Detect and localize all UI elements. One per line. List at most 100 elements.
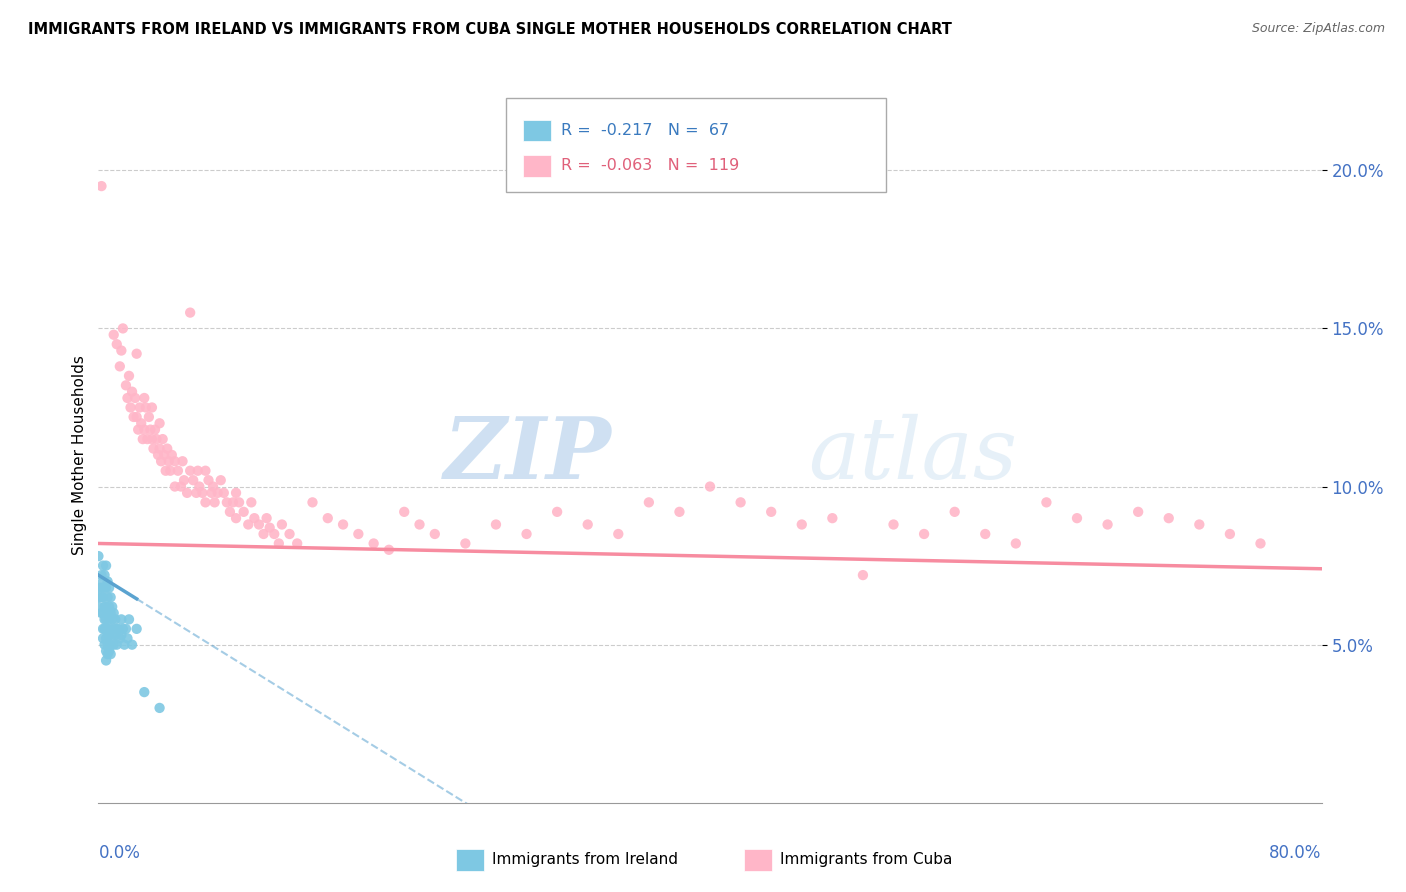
Point [160, 448, 183, 462]
Point [332, 517, 354, 532]
Point [132, 432, 155, 446]
Point [143, 423, 166, 437]
Point [115, 622, 138, 636]
Point [197, 473, 219, 487]
Point [117, 391, 139, 405]
Point [1035, 495, 1057, 509]
Point [1249, 536, 1271, 550]
Point [98, 628, 121, 642]
Point [1157, 511, 1180, 525]
Point [108, 359, 131, 374]
Point [176, 486, 198, 500]
Point [186, 486, 208, 500]
Point [93, 581, 115, 595]
Point [93, 599, 115, 614]
Point [94, 622, 117, 636]
Point [100, 591, 122, 605]
Point [883, 517, 905, 532]
Point [87, 591, 110, 605]
Point [117, 632, 139, 646]
Point [125, 622, 148, 636]
Y-axis label: Single Mother Households: Single Mother Households [72, 355, 87, 555]
Point [215, 495, 238, 509]
Point [91, 632, 114, 646]
Point [97, 638, 120, 652]
Point [316, 511, 339, 525]
Point [363, 536, 385, 550]
Point [152, 432, 174, 446]
Point [173, 473, 195, 487]
Point [194, 495, 217, 509]
Text: atlas: atlas [808, 414, 1017, 496]
Point [278, 527, 301, 541]
Point [212, 486, 235, 500]
Point [105, 622, 128, 636]
Point [207, 486, 229, 500]
Point [181, 473, 204, 487]
Text: ZIP: ZIP [444, 413, 612, 497]
Point [90, 179, 112, 194]
Point [115, 378, 138, 392]
Point [121, 384, 143, 399]
Point [145, 432, 167, 446]
Point [87, 549, 110, 563]
Point [97, 622, 120, 636]
Point [111, 622, 134, 636]
Point [150, 454, 173, 468]
Text: IMMIGRANTS FROM IRELAND VS IMMIGRANTS FROM CUBA SINGLE MOTHER HOUSEHOLDS CORRELA: IMMIGRANTS FROM IRELAND VS IMMIGRANTS FR… [28, 22, 952, 37]
Point [138, 409, 160, 424]
Text: Immigrants from Ireland: Immigrants from Ireland [492, 853, 678, 867]
Point [94, 644, 117, 658]
Point [111, 321, 134, 335]
Point [118, 368, 141, 383]
Point [104, 612, 127, 626]
Point [118, 612, 141, 626]
Point [238, 517, 260, 532]
Point [668, 505, 690, 519]
Point [163, 479, 186, 493]
Point [167, 464, 190, 478]
Point [202, 479, 225, 493]
Point [204, 495, 226, 509]
Point [103, 606, 125, 620]
Point [222, 495, 245, 509]
Point [100, 638, 122, 652]
Point [87, 581, 110, 595]
Point [93, 638, 115, 652]
Point [139, 423, 162, 437]
Point [188, 479, 211, 493]
Point [128, 401, 150, 415]
Text: 0.0%: 0.0% [98, 844, 141, 862]
Point [247, 517, 270, 532]
Point [170, 479, 193, 493]
Point [97, 574, 120, 589]
Point [93, 568, 115, 582]
Point [87, 599, 110, 614]
Point [179, 464, 201, 478]
Point [159, 464, 181, 478]
Point [232, 505, 254, 519]
Point [127, 423, 149, 437]
Point [122, 409, 145, 424]
Point [103, 638, 125, 652]
Point [301, 495, 323, 509]
Point [134, 391, 156, 405]
Point [142, 442, 165, 456]
Point [149, 417, 172, 431]
Point [637, 495, 661, 509]
Point [454, 536, 477, 550]
Point [101, 599, 124, 614]
Point [576, 517, 599, 532]
Point [93, 612, 115, 626]
Point [90, 591, 112, 605]
Point [101, 612, 124, 626]
Point [90, 568, 112, 582]
Point [699, 479, 721, 493]
Point [209, 473, 232, 487]
Point [98, 612, 121, 626]
Point [125, 409, 148, 424]
Point [94, 653, 117, 667]
Point [225, 486, 247, 500]
Point [134, 685, 156, 699]
Point [546, 505, 568, 519]
